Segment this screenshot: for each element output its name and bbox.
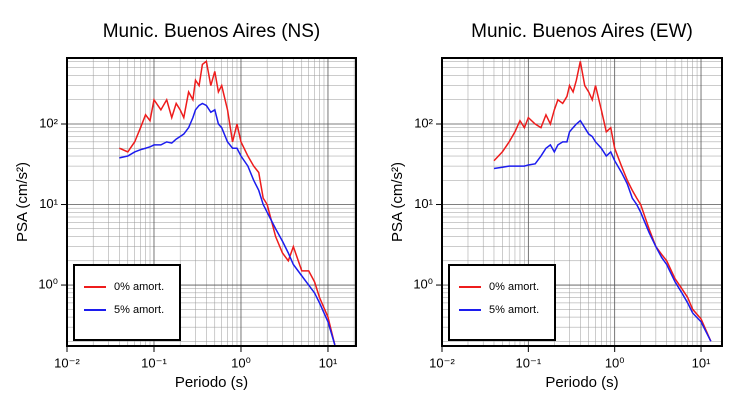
x-tick-label: 10¹ — [692, 355, 711, 370]
legend-box — [448, 264, 556, 341]
y-tick-label: 10¹ — [39, 196, 58, 211]
legend-box — [73, 264, 181, 341]
chart-title: Munic. Buenos Aires (NS) — [103, 21, 321, 42]
data-line — [119, 102, 336, 346]
data-line — [493, 119, 712, 342]
y-tick-label: 10⁰ — [38, 276, 58, 291]
x-tick-label: 10⁻¹ — [141, 355, 167, 370]
x-tick-label: 10⁰ — [605, 355, 625, 370]
y-tick-label: 10¹ — [414, 196, 433, 211]
y-tick-label: 10⁰ — [413, 276, 433, 291]
data-line — [493, 61, 712, 342]
y-axis-label: PSA (cm/s²) — [14, 162, 31, 242]
x-tick-label: 10⁻² — [54, 355, 80, 370]
legend-label: 5% amort. — [114, 304, 164, 316]
x-tick-label: 10¹ — [319, 355, 338, 370]
plot-frame — [441, 57, 723, 347]
legend-label: 0% amort. — [114, 281, 164, 293]
chart-title: Munic. Buenos Aires (EW) — [471, 21, 693, 42]
y-tick-label: 10² — [414, 115, 433, 130]
plot-frame — [66, 57, 357, 347]
x-axis-label: Periodo (s) — [545, 374, 618, 391]
panel: 10⁻² 10⁻¹ 10⁰ 10¹ 10⁰ 10¹ 10² Munic. Buenos Air… — [389, 21, 723, 391]
data-line — [119, 59, 336, 346]
x-tick-label: 10⁰ — [231, 355, 251, 370]
panel: 10⁻² 10⁻¹ 10⁰ 10¹ 10⁰ 10¹ 10² Munic. Buenos Air… — [14, 21, 357, 391]
legend-label: 5% amort. — [489, 304, 539, 316]
y-axis-label: PSA (cm/s²) — [389, 162, 406, 242]
x-tick-label: 10⁻¹ — [516, 355, 542, 370]
y-tick-label: 10² — [39, 115, 58, 130]
legend-label: 0% amort. — [489, 281, 539, 293]
x-tick-label: 10⁻² — [429, 355, 455, 370]
x-axis-label: Periodo (s) — [175, 374, 248, 391]
